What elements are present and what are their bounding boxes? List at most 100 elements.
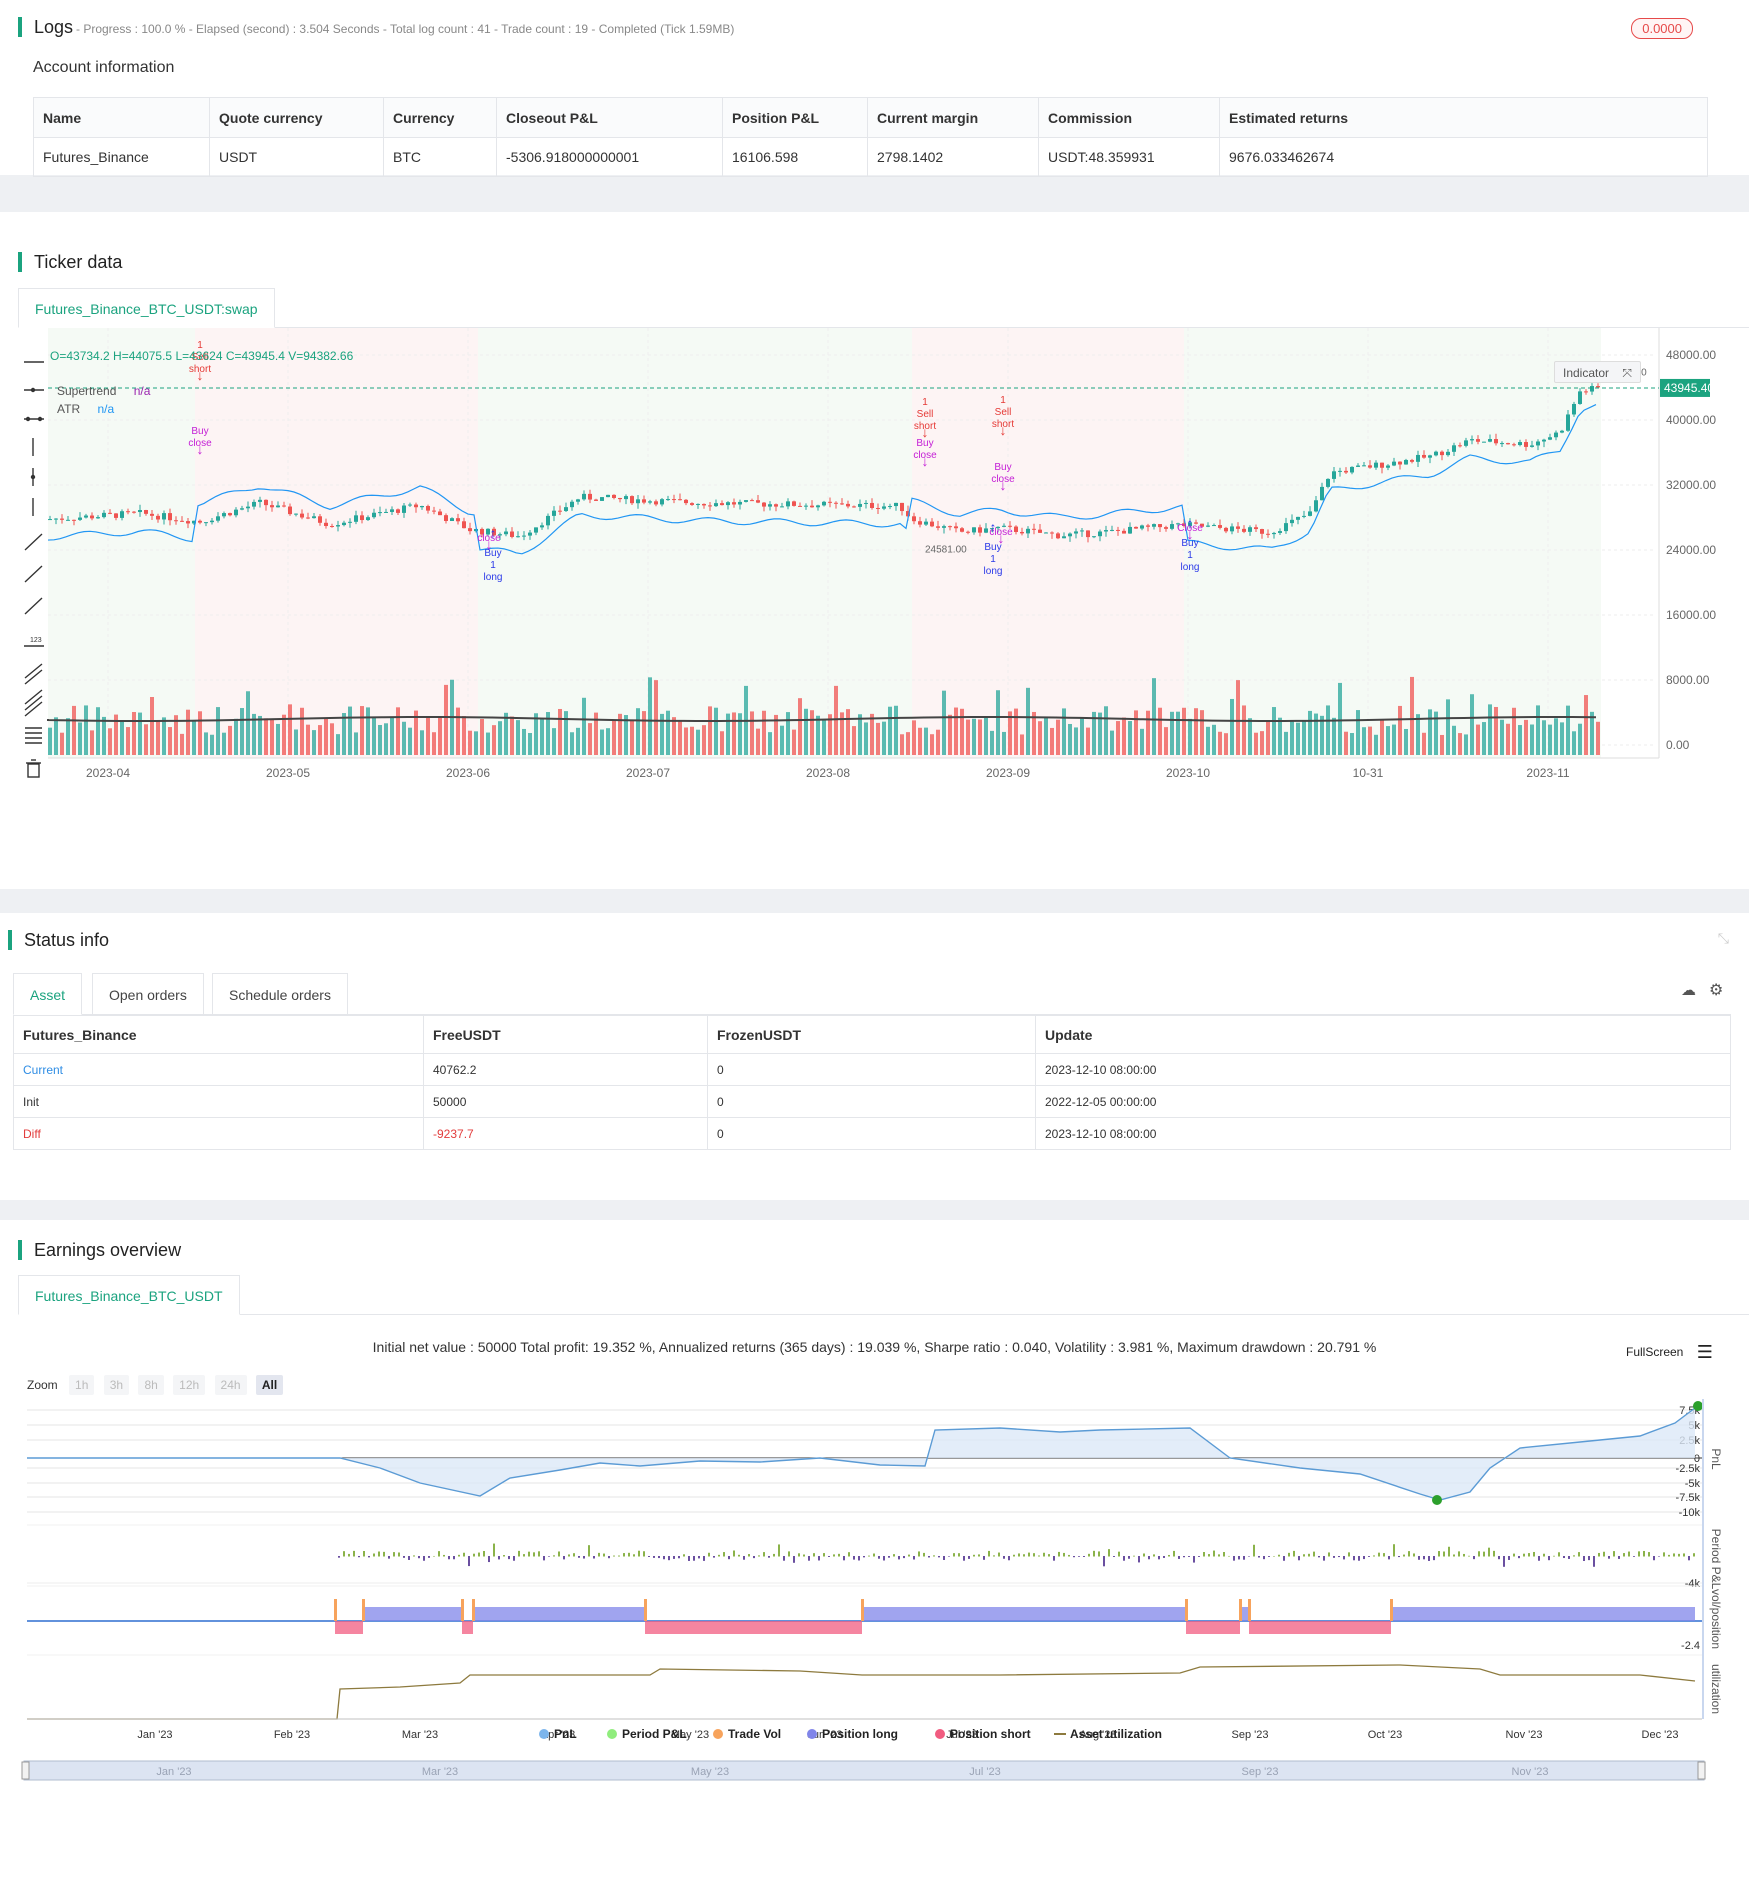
period-bar [943,1556,945,1560]
pitchfork-icon[interactable] [24,689,43,717]
period-bar [583,1556,585,1559]
period-bar [743,1556,745,1560]
indicator-button[interactable]: Indicator ⤧ [1554,361,1641,383]
volume-bar [1452,725,1456,755]
fib-retracement-icon[interactable] [25,727,42,744]
zoom-1h-button[interactable]: 1h [69,1375,95,1395]
period-bar [508,1556,510,1560]
tab-schedule-orders[interactable]: Schedule orders [212,973,348,1015]
period-bar [753,1556,755,1559]
gear-icon[interactable]: ⚙ [1709,982,1724,999]
volume-bar [1386,726,1390,755]
period-bar [1508,1556,1510,1560]
pnl-tick-label: -2.5k [1676,1463,1701,1475]
trend-line-icon[interactable] [24,533,43,551]
candle [204,522,208,524]
account-cell: BTC [383,137,497,177]
volume-bar [54,717,58,755]
candle [954,526,958,529]
parallel-channel-icon[interactable] [24,663,43,685]
volume-bar [102,716,106,755]
expand-icon[interactable]: ⤧ [1622,366,1632,380]
volume-bar [1548,724,1552,755]
volume-bar [474,731,478,755]
sell-signal-text: short [914,421,936,432]
horizontal-ray-icon[interactable] [24,387,44,393]
legend-swatch [935,1729,945,1739]
period-bar [1348,1552,1350,1557]
volume-bar [930,734,934,755]
zoom-all-button[interactable]: All [255,1375,284,1395]
volume-bar [792,729,796,755]
download-icon[interactable]: ☁ [1681,982,1696,999]
period-bar [628,1552,630,1557]
volume-bar [1560,722,1564,755]
fullscreen-button[interactable]: FullScreen ☰ [1626,1340,1713,1362]
period-bar [1288,1552,1290,1557]
extended-line-icon[interactable] [24,416,44,422]
candle [1104,530,1108,532]
trend-ray-icon[interactable] [24,565,43,583]
tab-open-orders[interactable]: Open orders [92,973,204,1015]
period-bar [488,1556,490,1563]
menu-icon[interactable]: ☰ [1696,1342,1713,1362]
period-bar [1018,1553,1020,1557]
candle [1296,516,1300,520]
candle [1590,386,1594,392]
volume-bar [1116,721,1120,755]
account-header-cell: Name [33,97,210,138]
volume-bar [1056,719,1060,755]
tab-ticker-swap[interactable]: Futures_Binance_BTC_USDT:swap [18,288,275,328]
volume-bar [1476,724,1480,755]
period-bar [1123,1556,1125,1561]
period-bar [793,1556,795,1563]
tab-earnings-pair[interactable]: Futures_Binance_BTC_USDT [18,1275,240,1315]
period-bar [1403,1554,1405,1557]
vertical-segment-icon[interactable] [30,468,36,486]
candle [438,511,442,516]
supertrend-line [47,404,1597,555]
close-signal-text: close [477,533,501,544]
period-bar [1153,1554,1155,1557]
volume-bar [312,730,316,755]
volume-bar [72,705,76,755]
candle [198,520,202,523]
period-bar [1598,1552,1600,1557]
volume-bar [1092,711,1096,755]
period-bar [1258,1556,1260,1558]
period-bar [1003,1556,1005,1559]
volume-bar [1422,732,1426,755]
zoom-24h-button[interactable]: 24h [214,1375,247,1395]
asset-cell: Init [13,1085,424,1118]
extended-trend-icon[interactable] [24,597,43,615]
candle [798,505,802,507]
volume-bar [582,697,586,755]
sell-signal-text: short [189,364,211,375]
min-marker [1432,1495,1442,1505]
period-bar [718,1554,720,1557]
volume-bar [894,705,898,755]
drawing-toolbar[interactable]: 123 [24,361,44,778]
candle [996,526,1000,529]
zoom-3h-button[interactable]: 3h [103,1375,130,1395]
volume-bar [348,706,352,755]
legend-supertrend: Supertrend [57,384,117,398]
period-bar [1563,1556,1565,1559]
candle [1230,526,1234,532]
month-label: May '23 [671,1729,709,1741]
svg-text:123: 123 [30,637,42,644]
period-bar [1353,1556,1355,1561]
collapse-icon[interactable]: ⤡ [1717,930,1729,946]
trash-icon[interactable] [26,759,41,778]
y-tick-label: 48000.00 [1666,348,1716,362]
y-tick-label: 24000.00 [1666,543,1716,557]
volume-bar [600,729,604,755]
period-bar [1638,1551,1640,1557]
volume-bar [1146,710,1150,755]
zoom-12h-button[interactable]: 12h [173,1375,206,1395]
period-tick-label: -4k [1685,1578,1701,1590]
tab-asset[interactable]: Asset [13,973,83,1015]
price-label-icon[interactable]: 123 [24,637,44,647]
zoom-8h-button[interactable]: 8h [138,1375,164,1395]
legend-supertrend-value: n/a [133,384,151,398]
